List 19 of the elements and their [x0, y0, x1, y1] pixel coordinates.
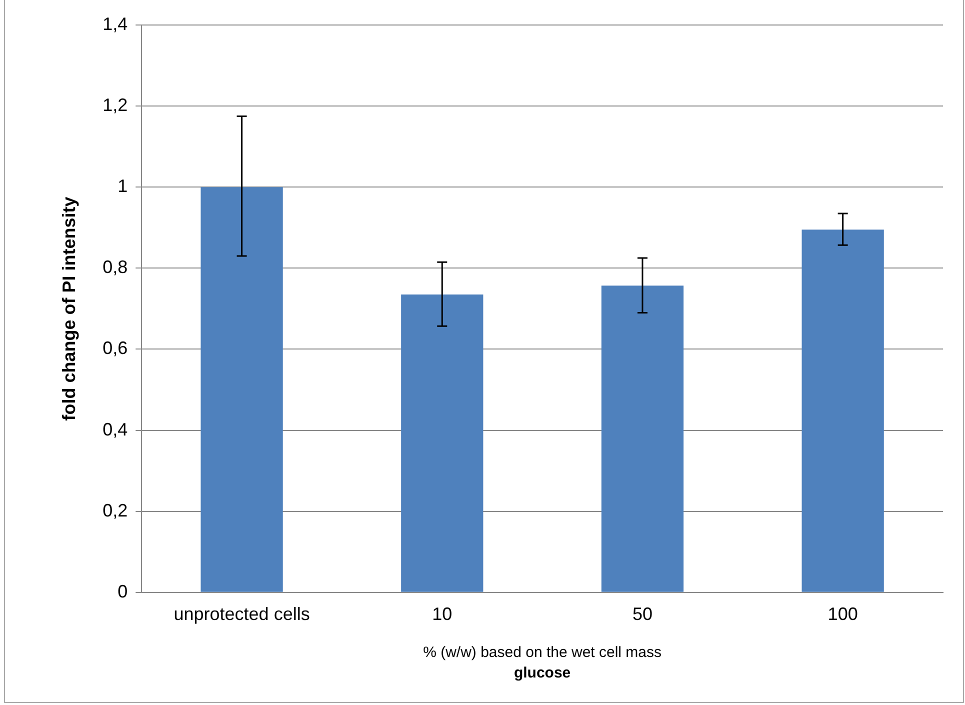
y-tick-label: 0: [118, 581, 128, 602]
y-tick-label: 0,6: [102, 338, 128, 358]
x-tick-label: unprotected cells: [174, 604, 310, 624]
bar: [601, 286, 684, 592]
x-tick-label: 10: [432, 604, 452, 624]
y-tick-label: 0,8: [102, 257, 128, 278]
y-tick-label: 1,2: [102, 95, 128, 116]
y-tick-label: 0,2: [102, 500, 128, 520]
bar: [200, 187, 283, 592]
y-axis-title: fold change of PI intensity: [58, 196, 79, 421]
x-tick-label: 50: [632, 604, 652, 624]
y-tick-label: 1: [118, 176, 128, 196]
bar: [401, 294, 484, 592]
y-tick-label: 1,4: [102, 14, 128, 34]
y-tick-label: 0,4: [102, 419, 128, 440]
text: glucose: [514, 664, 571, 682]
x-axis-title: % (w/w) based on the wet cell mass: [423, 644, 662, 662]
bar: [802, 230, 884, 592]
x-tick-label: 100: [828, 604, 858, 624]
